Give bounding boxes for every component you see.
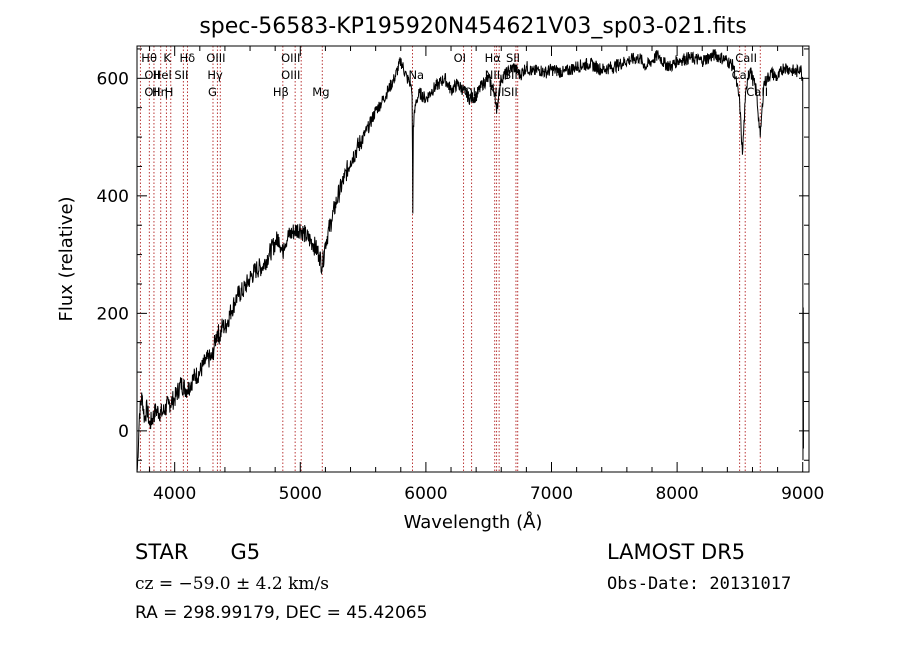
line-label-2: OII (144, 85, 160, 99)
object-class: STAR (135, 540, 189, 564)
x-tick-label-0: 4000 (153, 484, 196, 504)
x-tick-label-3: 7000 (530, 484, 573, 504)
line-label-10: Hγ (207, 68, 223, 82)
x-axis-ticks: 4000 5000 6000 7000 8000 9000 (149, 46, 824, 504)
line-label-5: K (163, 51, 171, 65)
line-label-7: Hδ (179, 51, 195, 65)
x-tick-label-5: 9000 (781, 484, 824, 504)
line-label-1: OII (144, 68, 160, 82)
spectral-line-markers (139, 46, 761, 472)
line-label-27: CaII (746, 85, 768, 99)
coordinates-readout: RA = 298.99179, DEC = 45.42065 (135, 603, 428, 623)
plot-frame (136, 45, 810, 473)
line-label-22: SII (506, 51, 520, 65)
line-label-24: SII (504, 85, 518, 99)
line-label-25: CaII (735, 51, 757, 65)
line-label-4: Hη (152, 85, 168, 99)
line-label-6: H (165, 85, 174, 99)
line-label-14: Hβ (273, 85, 289, 99)
line-label-11: G (208, 85, 217, 99)
y-axis-label: Flux (relative) (56, 196, 77, 321)
line-label-12: OIII (281, 51, 300, 65)
line-label-13: OIII (281, 68, 300, 82)
observation-date: Obs-Date: 20131017 (607, 574, 792, 594)
line-label-9: OIII (206, 51, 225, 65)
chart-title: spec-56583-KP195920N454621V03_sp03-021.f… (199, 14, 746, 39)
y-tick-label-2: 400 (97, 187, 129, 207)
object-classification: STAR G5 (135, 540, 302, 564)
line-label-0: Hθ (141, 51, 157, 65)
survey-name: LAMOST DR5 (607, 540, 746, 564)
y-tick-label-0: 0 (118, 422, 129, 442)
line-label-3: Hel (153, 68, 172, 82)
x-tick-label-4: 8000 (655, 484, 698, 504)
y-tick-label-1: 200 (97, 304, 129, 324)
y-axis-ticks: 0 200 400 600 (97, 48, 809, 461)
y-tick-label-3: 600 (97, 69, 129, 89)
object-subclass: G5 (230, 540, 261, 564)
redshift-velocity: cz = −59.0 ± 4.2 km/s (135, 574, 329, 594)
line-label-19: Hα (485, 51, 502, 65)
line-label-16: Na (408, 68, 424, 82)
x-axis-label: Wavelength (Å) (404, 511, 543, 533)
line-label-8: SII (174, 68, 188, 82)
x-tick-label-1: 5000 (279, 484, 322, 504)
x-tick-label-2: 6000 (404, 484, 447, 504)
line-label-15: Mg (312, 85, 329, 99)
spectrum-series-line (136, 49, 804, 473)
line-label-17: OI (454, 51, 466, 65)
